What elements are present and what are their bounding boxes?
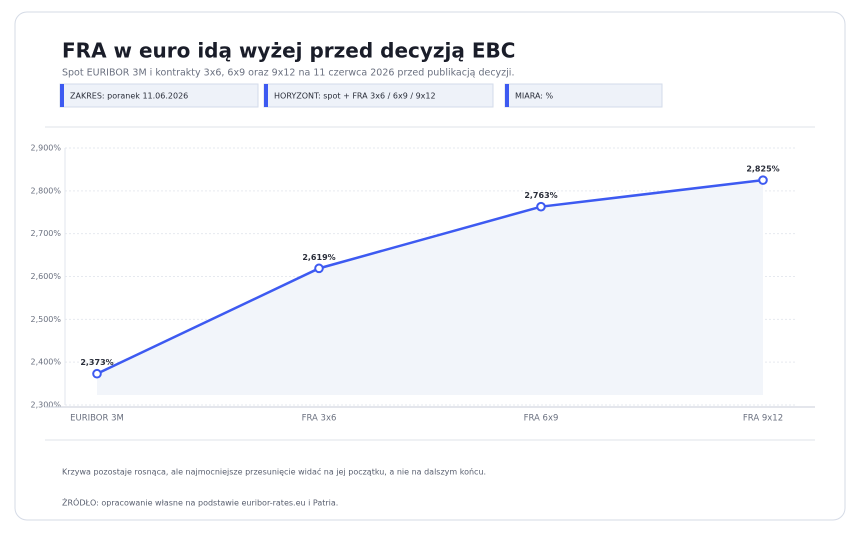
y-tick-label: 2,700% bbox=[30, 229, 61, 238]
badge-accent bbox=[60, 84, 64, 107]
chart-title: FRA w euro idą wyżej przed decyzją EBC bbox=[62, 39, 515, 63]
line bbox=[96, 178, 764, 375]
y-tick-label: 2,400% bbox=[30, 358, 61, 367]
y-tick-label: 2,500% bbox=[30, 315, 61, 324]
badge-text: HORYZONT: spot + FRA 3x6 / 6x9 / 9x12 bbox=[274, 92, 436, 101]
badge-accent bbox=[264, 84, 268, 107]
subtitle: Spot EURIBOR 3M i kontrakty 3x6, 6x9 ora… bbox=[62, 68, 514, 79]
data-label: 2,763% bbox=[524, 191, 557, 200]
marker bbox=[314, 263, 324, 274]
y-tick-label: 2,800% bbox=[30, 186, 61, 195]
note: Krzywa pozostaje rosnąca, ale najmocniej… bbox=[62, 467, 486, 477]
data-label: 2,619% bbox=[302, 253, 335, 262]
x-tick-label: EURIBOR 3M bbox=[70, 414, 124, 424]
area-shading bbox=[97, 180, 763, 395]
data-label: 2,825% bbox=[746, 165, 779, 174]
y-tick-label: 2,900% bbox=[30, 144, 61, 153]
badge-text: MIARA: % bbox=[515, 92, 554, 101]
x-tick-label: FRA 6x9 bbox=[524, 414, 559, 424]
marker bbox=[92, 368, 102, 379]
badge-accent bbox=[505, 84, 509, 107]
y-tick-label: 2,300% bbox=[30, 401, 61, 410]
marker bbox=[536, 201, 546, 212]
marker bbox=[758, 175, 768, 185]
source: ŹRÓDŁO: opracowanie własne na podstawie … bbox=[62, 497, 338, 508]
badge-text: ZAKRES: poranek 11.06.2026 bbox=[70, 92, 188, 101]
data-label: 2,373% bbox=[80, 358, 113, 367]
y-tick-label: 2,600% bbox=[30, 272, 61, 281]
x-tick-label: FRA 9x12 bbox=[743, 414, 783, 424]
x-tick-label: FRA 3x6 bbox=[302, 414, 337, 424]
